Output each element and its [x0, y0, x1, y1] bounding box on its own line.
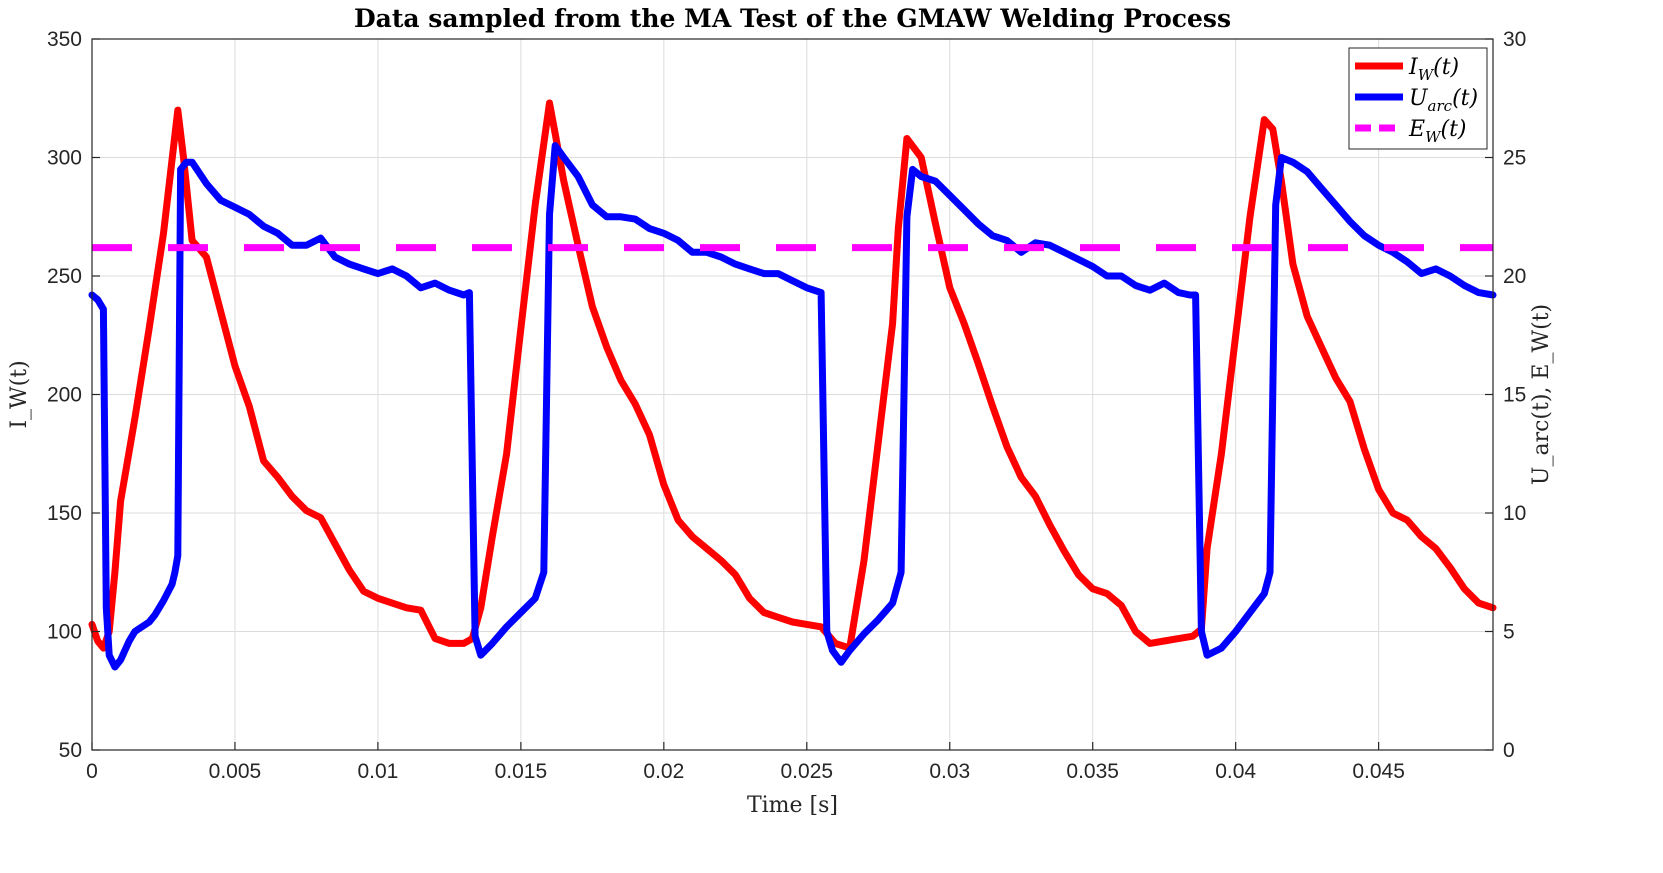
x-tick-label: 0 — [86, 760, 98, 783]
x-tick-label: 0.005 — [209, 760, 262, 783]
chart-title: Data sampled from the MA Test of the GMA… — [354, 4, 1231, 33]
y-left-tick-label: 300 — [47, 147, 82, 170]
ticks: 0 0.005 0.01 0.015 0.02 0.025 0.03 0.035 0.04 0.0… — [47, 28, 1526, 783]
x-tick-label: 0.035 — [1066, 760, 1119, 783]
x-tick-label: 0.01 — [357, 760, 398, 783]
y-left-axis-label: I_W(t) — [7, 360, 32, 428]
y-right-tick-label: 5 — [1503, 621, 1515, 644]
series-line-u-arc — [88, 142, 1497, 671]
x-tick-label: 0.015 — [495, 760, 548, 783]
y-right-axis-label: U_arc(t), E_W(t) — [1529, 304, 1554, 485]
y-right-tick-label: 15 — [1503, 384, 1526, 407]
x-tick-label: 0.03 — [929, 760, 970, 783]
x-tick-label: 0.02 — [643, 760, 684, 783]
y-right-tick-label: 10 — [1503, 502, 1526, 525]
y-left-tick-label: 150 — [47, 502, 82, 525]
series-line-i-w — [88, 99, 1497, 652]
grid — [91, 38, 1493, 751]
y-right-tick-label: 25 — [1503, 147, 1526, 170]
legend-label: Uarc(t) — [1409, 86, 1478, 115]
legend: IW(t)Uarc(t)EW(t) — [1348, 47, 1488, 150]
x-tick-label: 0.025 — [781, 760, 834, 783]
x-tick-label: 0.045 — [1352, 760, 1405, 783]
series-layer — [88, 99, 1497, 671]
y-left-tick-label: 100 — [47, 621, 82, 644]
x-tick-label: 0.04 — [1215, 760, 1256, 783]
y-right-tick-label: 30 — [1503, 28, 1526, 51]
y-left-tick-label: 200 — [47, 384, 82, 407]
y-right-tick-label: 0 — [1503, 739, 1515, 762]
y-left-tick-label: 350 — [47, 28, 82, 51]
y-left-tick-label: 50 — [59, 739, 82, 762]
x-axis-label: Time [s] — [747, 793, 838, 818]
y-right-tick-label: 20 — [1503, 265, 1526, 288]
y-left-tick-label: 250 — [47, 265, 82, 288]
legend-label: IW(t) — [1408, 55, 1459, 84]
legend-label: EW(t) — [1408, 117, 1467, 146]
